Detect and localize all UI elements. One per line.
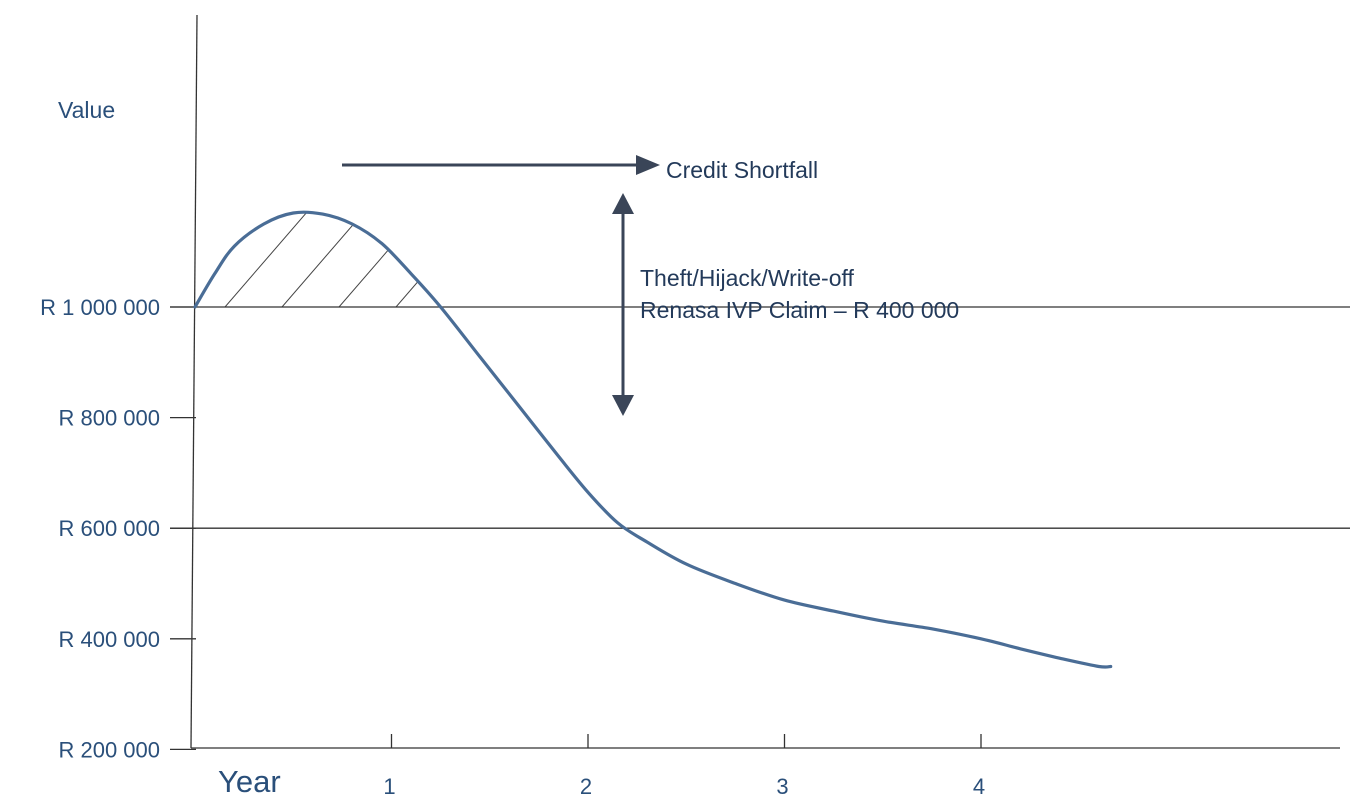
y-axis-label: Value bbox=[58, 97, 115, 123]
hatch-line bbox=[224, 213, 321, 307]
hatch-line bbox=[453, 197, 548, 307]
credit-shortfall-arrow bbox=[342, 155, 660, 175]
y-tick-label: R 400 000 bbox=[58, 627, 160, 652]
x-tick-label: 3 bbox=[776, 774, 788, 796]
hatch-line bbox=[338, 213, 435, 307]
y-axis bbox=[190, 14, 198, 749]
x-tick-label: 1 bbox=[383, 774, 395, 796]
x-ticks: 1 2 3 4 bbox=[383, 734, 985, 796]
reference-lines bbox=[170, 306, 1350, 529]
claim-double-arrow bbox=[612, 193, 634, 416]
credit-shortfall-label: Credit Shortfall bbox=[666, 157, 818, 183]
x-tick-label: 2 bbox=[580, 774, 592, 796]
y-ticks: R 1 000 000 R 800 000 R 600 000 R 400 000 R … bbox=[40, 295, 196, 762]
claim-label-line-2: Renasa IVP Claim – R 400 000 bbox=[640, 297, 959, 323]
value-curve bbox=[193, 210, 1113, 669]
hatch-line bbox=[510, 197, 605, 307]
y-tick-label: R 800 000 bbox=[58, 406, 160, 431]
x-axis-label: Year bbox=[218, 764, 281, 796]
y-tick-label: R 200 000 bbox=[58, 737, 160, 762]
y-tick-label: R 600 000 bbox=[58, 516, 160, 541]
claim-label-line-1: Theft/Hijack/Write-off bbox=[640, 265, 854, 291]
x-tick-label: 4 bbox=[973, 774, 985, 796]
hatch-line bbox=[395, 213, 441, 307]
y-tick-label: R 1 000 000 bbox=[40, 295, 160, 320]
